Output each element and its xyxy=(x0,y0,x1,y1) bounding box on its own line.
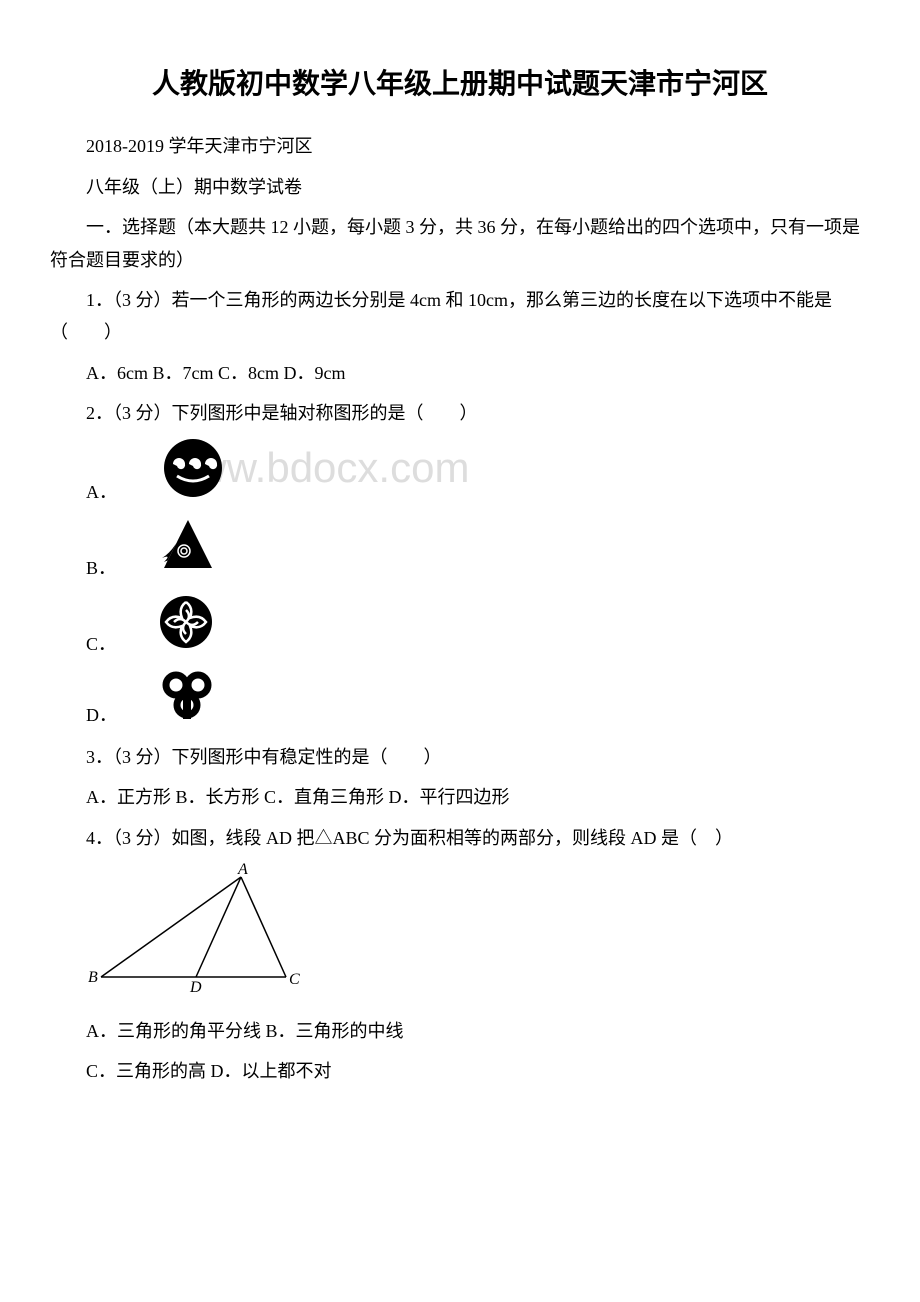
logo-icon-a xyxy=(123,438,227,508)
q2-option-a: A． xyxy=(50,438,870,508)
option-label-d: D． xyxy=(50,699,117,731)
subtitle-year: 2018-2019 学年天津市宁河区 xyxy=(50,130,870,162)
q2-option-c: C． xyxy=(50,594,870,660)
logo-icon-c xyxy=(122,594,214,660)
section-heading: 一．选择题（本大题共 12 小题，每小题 3 分，共 36 分，在每小题给出的四… xyxy=(50,211,870,276)
subtitle-exam: 八年级（上）期中数学试卷 xyxy=(50,171,870,203)
q2-option-d: D． xyxy=(50,671,870,731)
svg-text:A: A xyxy=(237,862,248,878)
logo-icon-b xyxy=(122,518,218,584)
question-1: 1．（3 分）若一个三角形的两边长分别是 4cm 和 10cm，那么第三边的长度… xyxy=(50,284,870,349)
question-1-options: A．6cm B．7cm C．8cm D．9cm xyxy=(50,357,870,389)
question-4-options-cd: C．三角形的高 D．以上都不对 xyxy=(50,1055,870,1087)
question-3-options: A．正方形 B．长方形 C．直角三角形 D．平行四边形 xyxy=(50,781,870,813)
question-2: 2．（3 分）下列图形中是轴对称图形的是（ ） xyxy=(50,397,870,429)
option-label-c: C． xyxy=(50,628,116,660)
svg-text:C: C xyxy=(289,971,300,988)
svg-text:D: D xyxy=(189,979,202,992)
page-title: 人教版初中数学八年级上册期中试题天津市宁河区 xyxy=(50,60,870,110)
logo-icon-d xyxy=(123,671,215,731)
svg-text:B: B xyxy=(88,969,98,986)
option-label-a: A． xyxy=(50,476,117,508)
question-4-options-ab: A．三角形的角平分线 B．三角形的中线 xyxy=(50,1015,870,1047)
q4-figure: A B C D xyxy=(86,862,870,1002)
option-label-b: B． xyxy=(50,552,116,584)
q2-option-b: B． www.bdocx.com xyxy=(50,518,870,584)
question-3: 3．（3 分）下列图形中有稳定性的是（ ） xyxy=(50,741,870,773)
question-4: 4．（3 分）如图，线段 AD 把△ABC 分为面积相等的两部分，则线段 AD … xyxy=(50,822,870,854)
